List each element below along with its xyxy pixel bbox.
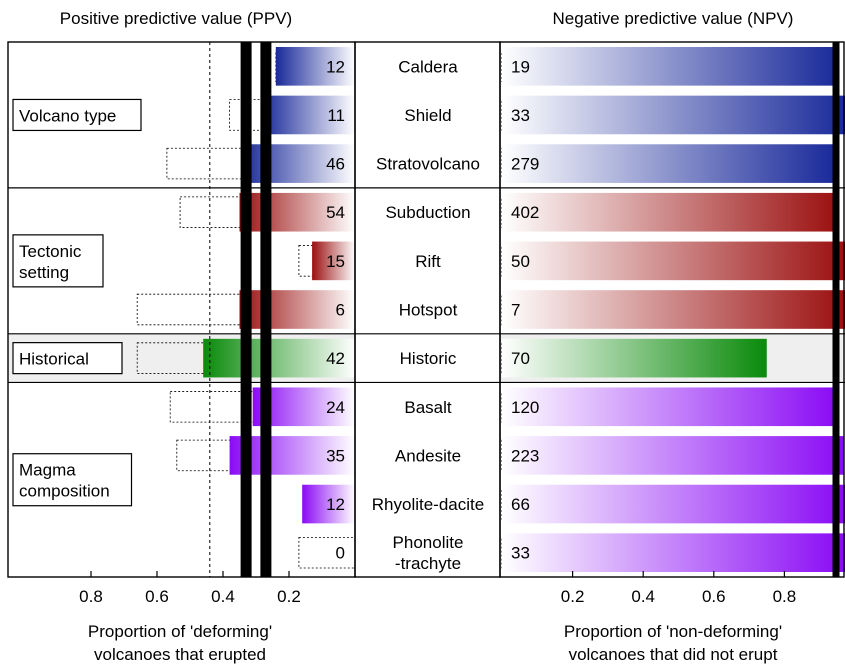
ppv-tick-label: 0.6 [145,587,169,606]
ppv-axis-label-line1: Proportion of 'deforming' [88,622,272,641]
npv-bar [502,192,838,232]
group-label: Historical [19,350,89,369]
category-label: Phonolite [393,533,464,552]
category-label: Shield [404,106,451,125]
group-label: Magma [19,461,76,480]
ppv-count-label: 6 [336,301,345,320]
category-label: Historic [400,349,457,368]
npv-count-label: 66 [511,495,530,514]
npv-count-label: 223 [511,446,539,465]
category-label: Caldera [398,57,458,76]
npv-panel-title: Negative predictive value (NPV) [553,9,794,28]
npv-count-label: 70 [511,349,530,368]
group-label-box [12,234,104,288]
ppv-count-label: 0 [336,544,345,563]
npv-count-label: 279 [511,155,539,174]
category-label: Andesite [395,446,461,465]
npv-bar [502,144,834,183]
group-label: setting [19,263,69,282]
group-label-box [12,98,142,132]
category-label: Stratovolcano [376,155,480,174]
npv-bar [502,241,845,281]
group-label: Tectonic [19,242,82,261]
ppv-count-label: 12 [326,495,345,514]
ppv-bar [262,95,355,135]
group-label: composition [19,482,110,501]
group-label-box [12,453,133,507]
ppv-tick-label: 0.4 [211,587,235,606]
npv-bar [502,290,845,329]
npv-axis-label-line2: volcanoes that did not erupt [569,645,778,664]
npv-panel-frame [499,41,845,578]
npv-tick-label: 0.8 [773,587,797,606]
ppv-count-label: 35 [326,446,345,465]
category-label: Hotspot [399,301,458,320]
ppv-panel-title: Positive predictive value (PPV) [60,9,292,28]
ppv-count-label: 24 [326,398,345,417]
ppv-count-label: 46 [326,155,345,174]
ppv-count-label: 12 [326,57,345,76]
npv-count-label: 50 [511,252,530,271]
npv-bar [502,95,845,135]
ppv-count-label: 15 [326,252,345,271]
npv-tick-label: 0.4 [631,587,655,606]
ppv-count-label: 54 [326,203,345,222]
group-label-box [12,342,123,375]
npv-bar [502,338,767,378]
npv-tick-label: 0.2 [561,587,585,606]
group-label: Volcano type [19,106,116,125]
npv-axis-label-line1: Proportion of 'non-deforming' [564,622,782,641]
ppv-tick-label: 0.2 [277,587,301,606]
ppv-bar [302,484,355,524]
category-label: Basalt [404,398,452,417]
npv-bar [502,436,845,475]
ppv-bar [239,290,355,329]
npv-count-label: 402 [511,203,539,222]
npv-count-label: 7 [511,301,520,320]
npv-count-label: 19 [511,57,530,76]
ppv-count-label: 42 [326,349,345,368]
npv-count-label: 33 [511,106,530,125]
category-label: Rift [415,252,441,271]
ppv-axis-label-line2: volcanoes that erupted [94,645,266,664]
ppv-bar [312,241,355,281]
npv-bar [502,484,845,524]
category-label: Subduction [385,203,470,222]
npv-count-label: 33 [511,544,530,563]
npv-bar [502,533,845,572]
category-label: -trachyte [395,554,461,573]
ppv-tick-label: 0.8 [79,587,103,606]
ppv-bar [275,47,355,86]
npv-tick-label: 0.6 [702,587,726,606]
ppv-dotted-bar [298,536,356,569]
npv-bar [502,47,838,86]
npv-bar [502,387,838,427]
category-label: Rhyolite-dacite [372,495,484,514]
ppv-bar [239,192,355,232]
ppv-bar [203,338,355,378]
npv-count-label: 120 [511,398,539,417]
ppv-count-label: 11 [327,106,345,125]
